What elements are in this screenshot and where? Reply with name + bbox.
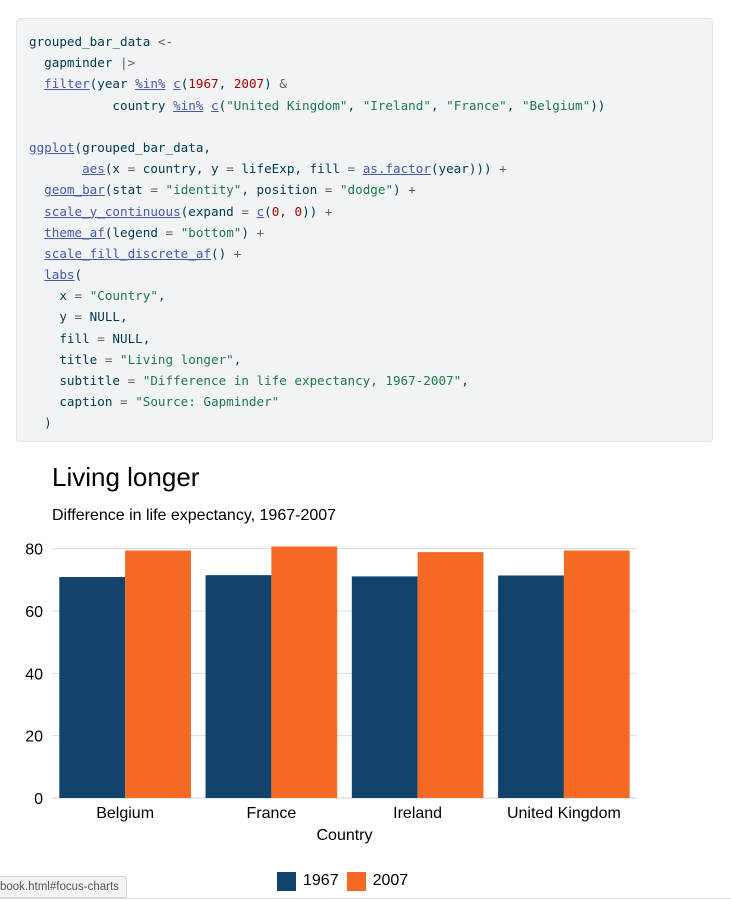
x-tick-label: France bbox=[246, 805, 296, 822]
legend-swatch bbox=[277, 872, 296, 891]
chart-legend: 1967 2007 bbox=[277, 871, 416, 891]
bar-2007-ireland bbox=[418, 552, 484, 798]
y-tick-label: 20 bbox=[25, 729, 43, 746]
bar-1967-france bbox=[206, 575, 272, 798]
legend-label: 2007 bbox=[373, 872, 409, 890]
legend-label: 1967 bbox=[303, 872, 339, 890]
bar-1967-ireland bbox=[352, 576, 418, 798]
legend-item-2007: 2007 bbox=[347, 872, 409, 891]
status-bar-link-preview: book.html#focus-charts bbox=[0, 876, 127, 898]
y-tick-label: 80 bbox=[25, 542, 43, 559]
legend-item-1967: 1967 bbox=[277, 872, 339, 891]
bar-2007-belgium bbox=[125, 551, 191, 798]
bottom-divider bbox=[0, 898, 731, 899]
x-tick-label: Belgium bbox=[96, 805, 154, 822]
bar-2007-united-kingdom bbox=[564, 551, 630, 798]
bar-1967-belgium bbox=[59, 577, 125, 798]
bar-2007-france bbox=[271, 546, 337, 798]
y-tick-label: 60 bbox=[25, 604, 43, 621]
bar-1967-united-kingdom bbox=[498, 575, 564, 798]
x-tick-label: Ireland bbox=[393, 805, 442, 822]
x-tick-label: United Kingdom bbox=[507, 805, 621, 822]
y-tick-label: 0 bbox=[34, 791, 43, 808]
x-axis-label: Country bbox=[316, 827, 372, 844]
legend-swatch bbox=[347, 872, 366, 891]
y-tick-label: 40 bbox=[25, 666, 43, 683]
